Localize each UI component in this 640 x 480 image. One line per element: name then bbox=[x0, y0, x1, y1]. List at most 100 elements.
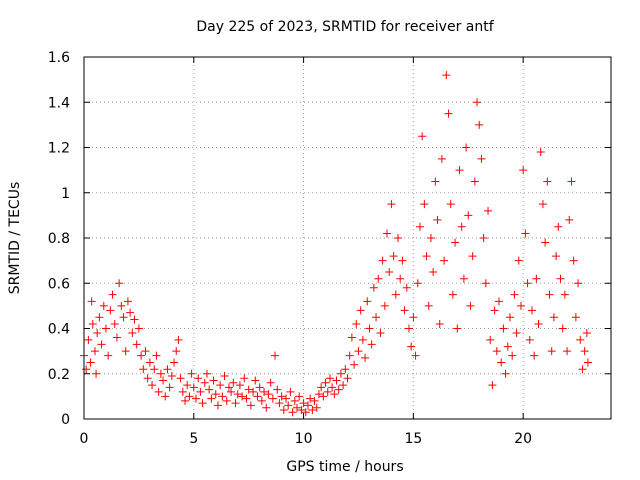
data-point bbox=[224, 383, 233, 392]
data-point bbox=[84, 335, 93, 344]
data-point bbox=[352, 319, 361, 328]
data-point bbox=[422, 252, 431, 261]
data-point bbox=[415, 222, 424, 231]
x-axis-label: GPS time / hours bbox=[286, 459, 403, 475]
data-point bbox=[321, 378, 330, 387]
data-point bbox=[538, 200, 547, 209]
data-point bbox=[185, 392, 194, 401]
data-point bbox=[475, 120, 484, 129]
data-point bbox=[257, 396, 266, 405]
data-point bbox=[209, 376, 218, 385]
data-point bbox=[189, 383, 198, 392]
data-point bbox=[404, 324, 413, 333]
data-point bbox=[376, 329, 385, 338]
data-point bbox=[115, 279, 124, 288]
data-point bbox=[222, 396, 231, 405]
data-point bbox=[92, 369, 101, 378]
data-point bbox=[521, 229, 530, 238]
data-point bbox=[490, 306, 499, 315]
data-point bbox=[492, 347, 501, 356]
y-tick-label: 0 bbox=[61, 412, 70, 428]
data-point bbox=[279, 405, 288, 414]
data-point bbox=[242, 394, 251, 403]
data-point bbox=[150, 365, 159, 374]
data-point bbox=[202, 369, 211, 378]
data-point bbox=[119, 313, 128, 322]
data-point bbox=[554, 222, 563, 231]
data-point bbox=[137, 351, 146, 360]
data-point bbox=[503, 342, 512, 351]
data-point bbox=[512, 329, 521, 338]
data-point bbox=[339, 381, 348, 390]
data-point bbox=[213, 401, 222, 410]
data-point bbox=[86, 358, 95, 367]
data-point bbox=[303, 401, 312, 410]
data-point bbox=[418, 132, 427, 141]
data-point bbox=[266, 378, 275, 387]
data-point bbox=[479, 234, 488, 242]
data-point bbox=[253, 392, 262, 401]
data-point bbox=[198, 399, 207, 408]
data-point bbox=[211, 390, 220, 399]
data-point bbox=[277, 392, 286, 401]
data-point bbox=[165, 383, 174, 392]
data-point bbox=[374, 274, 383, 283]
data-point bbox=[178, 387, 187, 396]
data-point bbox=[336, 369, 345, 378]
data-point bbox=[240, 374, 249, 383]
data-point bbox=[161, 392, 170, 401]
data-point bbox=[334, 385, 343, 394]
data-point bbox=[82, 365, 91, 374]
data-point bbox=[295, 392, 304, 401]
data-point bbox=[459, 274, 468, 283]
data-point bbox=[576, 335, 585, 344]
data-point bbox=[536, 148, 545, 157]
data-point bbox=[354, 347, 363, 356]
data-point bbox=[464, 211, 473, 220]
data-point bbox=[387, 200, 396, 209]
data-point bbox=[231, 399, 240, 408]
data-point bbox=[330, 390, 339, 399]
x-tick-labels: 0 5 10 15 20 bbox=[80, 431, 533, 447]
data-point bbox=[451, 238, 460, 247]
data-point bbox=[251, 376, 260, 385]
data-point bbox=[466, 301, 475, 310]
data-point bbox=[380, 301, 389, 310]
data-point bbox=[317, 383, 326, 392]
y-tick-label: 1 bbox=[61, 186, 70, 202]
data-point bbox=[99, 301, 108, 310]
data-point bbox=[497, 358, 506, 367]
x-tick-label: 10 bbox=[295, 431, 313, 447]
data-point bbox=[391, 290, 400, 299]
data-point bbox=[583, 358, 592, 367]
data-point bbox=[558, 324, 567, 333]
data-point bbox=[126, 308, 135, 317]
data-point bbox=[569, 256, 578, 265]
data-point bbox=[580, 347, 589, 356]
data-point bbox=[532, 274, 541, 283]
data-point bbox=[523, 279, 532, 288]
data-point bbox=[148, 381, 157, 390]
data-points bbox=[80, 71, 592, 417]
data-point bbox=[249, 387, 258, 396]
data-point bbox=[444, 109, 453, 118]
data-point bbox=[167, 372, 176, 381]
data-point bbox=[310, 396, 319, 405]
data-point bbox=[332, 376, 341, 385]
y-tick-label: 0.2 bbox=[48, 367, 70, 383]
data-point bbox=[306, 394, 315, 403]
data-point bbox=[145, 358, 154, 367]
data-point bbox=[196, 387, 205, 396]
data-point bbox=[154, 387, 163, 396]
data-point bbox=[130, 315, 139, 324]
data-point bbox=[363, 297, 372, 306]
data-point bbox=[527, 306, 536, 315]
data-point bbox=[235, 381, 244, 390]
data-point bbox=[446, 200, 455, 209]
data-point bbox=[233, 390, 242, 399]
data-point bbox=[552, 252, 561, 261]
data-point bbox=[104, 351, 113, 360]
data-point bbox=[435, 319, 444, 328]
data-point bbox=[172, 347, 181, 356]
